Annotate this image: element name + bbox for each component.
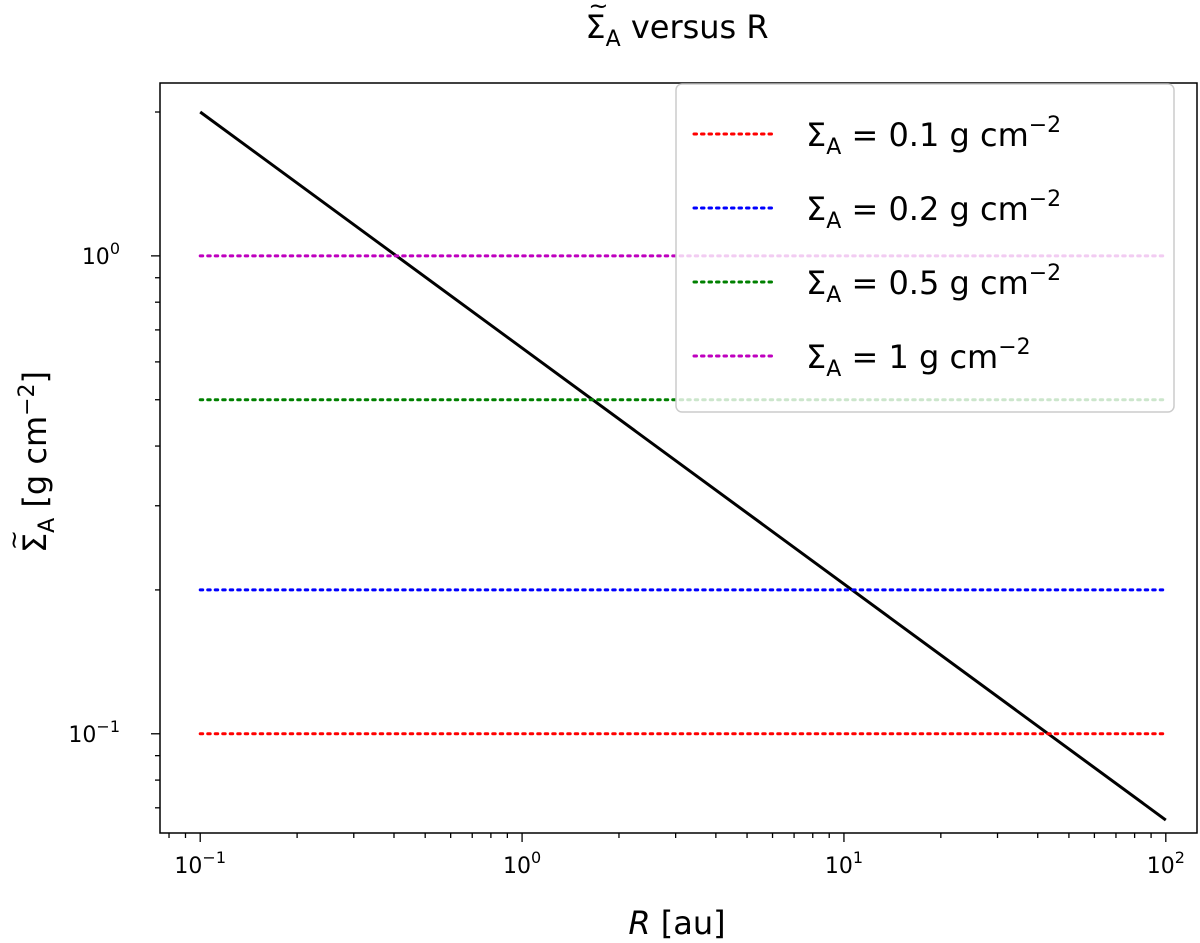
x-tick-label: 102 xyxy=(1147,848,1185,879)
x-tick-label: 101 xyxy=(825,848,863,879)
legend-value: = 0.1 g cm xyxy=(841,116,1028,154)
legend-value: = 1 g cm xyxy=(841,338,998,376)
legend-subscript: A xyxy=(826,135,841,160)
title-accent: ~ xyxy=(588,0,608,20)
chart-title: ΣA versus R xyxy=(585,8,768,52)
legend-value: = 0.2 g cm xyxy=(841,190,1028,228)
legend-symbol: Σ xyxy=(806,190,826,228)
title-rest: versus R xyxy=(621,8,769,46)
x-tick-label: 100 xyxy=(503,848,541,879)
legend-box xyxy=(675,83,1175,413)
x-axis-label: R [au] xyxy=(628,904,725,942)
legend-symbol: Σ xyxy=(806,116,826,154)
y-axis-label: ΣA [g cm−2] xyxy=(15,371,60,553)
legend-exponent: −2 xyxy=(1029,261,1061,286)
y-axis-unit-exponent: −2 xyxy=(15,383,40,415)
x-axis-unit: [au] xyxy=(651,904,726,942)
legend-label: ΣA = 0.1 g cm−2 xyxy=(806,113,1061,160)
y-tick-base: 10 xyxy=(68,723,96,748)
legend-subscript: A xyxy=(826,209,841,234)
x-tick-exponent: 2 xyxy=(1175,848,1185,867)
y-axis-accent: ~ xyxy=(0,530,28,550)
legend-symbol: Σ xyxy=(806,264,826,302)
legend-value: = 0.5 g cm xyxy=(841,264,1028,302)
title-subscript: A xyxy=(606,27,621,52)
y-tick-base: 10 xyxy=(82,245,110,270)
series-line-power-law xyxy=(199,110,1167,822)
y-axis-label-group: ΣA [g cm−2] ~ xyxy=(0,371,60,553)
x-tick-exponent: 1 xyxy=(853,848,863,867)
x-tick-base: 10 xyxy=(174,854,202,879)
x-tick-label: 10−1 xyxy=(174,848,226,879)
x-tick-base: 10 xyxy=(825,854,853,879)
y-tick-exponent: −1 xyxy=(96,717,120,736)
legend-symbol: Σ xyxy=(806,338,826,376)
x-tick-base: 10 xyxy=(1147,854,1175,879)
legend-exponent: −2 xyxy=(1029,113,1061,138)
y-tick-label: 10−1 xyxy=(68,717,120,748)
y-axis-unit-pre: [g cm xyxy=(16,416,54,518)
legend-exponent: −2 xyxy=(998,335,1030,360)
y-axis-unit-post: ] xyxy=(16,371,54,383)
legend-exponent: −2 xyxy=(1029,187,1061,212)
y-axis-subscript: A xyxy=(35,518,60,533)
plot-frame xyxy=(159,82,1198,834)
legend-label: ΣA = 0.2 g cm−2 xyxy=(806,187,1061,234)
x-tick-exponent: −1 xyxy=(202,848,226,867)
legend-label: ΣA = 0.5 g cm−2 xyxy=(806,261,1061,308)
y-tick-exponent: 0 xyxy=(110,239,120,258)
legend-label: ΣA = 1 g cm−2 xyxy=(806,335,1031,382)
y-axis-symbol: Σ xyxy=(16,533,54,553)
x-tick-exponent: 0 xyxy=(531,848,541,867)
title-symbol: Σ xyxy=(585,8,605,46)
x-axis-variable: R xyxy=(628,904,650,942)
y-tick-label: 100 xyxy=(82,239,120,270)
legend-subscript: A xyxy=(826,283,841,308)
legend-subscript: A xyxy=(826,357,841,382)
legend: ΣA = 0.1 g cm−2ΣA = 0.2 g cm−2ΣA = 0.5 g… xyxy=(675,83,1175,413)
x-tick-base: 10 xyxy=(503,854,531,879)
